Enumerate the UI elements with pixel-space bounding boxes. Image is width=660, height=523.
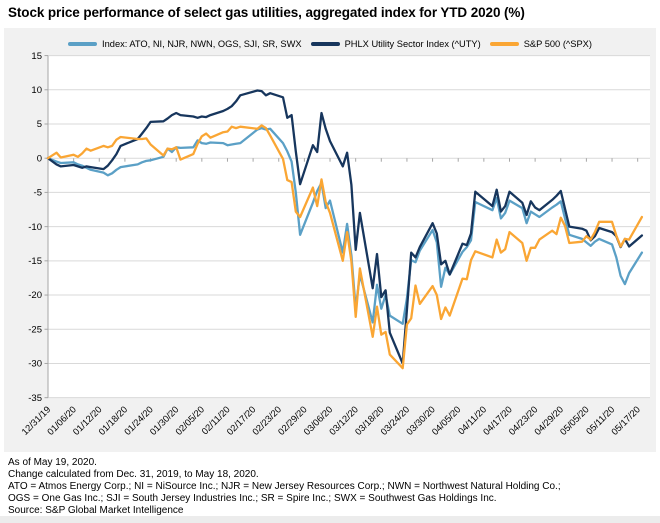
svg-text:-5: -5 [34,188,42,199]
footer-change-note: Change calculated from Dec. 31, 2019, to… [8,469,259,481]
legend-swatch-gas-index [68,42,98,46]
svg-text:05/17/20: 05/17/20 [609,404,642,437]
footer-source: Source: S&P Global Market Intelligence [8,505,184,517]
svg-text:-25: -25 [28,324,42,335]
svg-text:-30: -30 [28,359,42,370]
legend-item-gas-index: Index: ATO, NI, NJR, NWN, OGS, SJI, SR, … [68,39,302,49]
legend-item-uty: PHLX Utility Sector Index (^UTY) [310,39,481,49]
svg-text:-15: -15 [28,256,42,267]
legend-label-spx: S&P 500 (^SPX) [523,39,592,49]
footer-as-of: As of May 19, 2020. [8,457,97,468]
svg-text:0: 0 [37,153,42,164]
legend-item-spx: S&P 500 (^SPX) [489,39,592,49]
svg-text:-10: -10 [28,222,42,233]
bottom-edge-strip [0,516,660,523]
legend: Index: ATO, NI, NJR, NWN, OGS, SJI, SR, … [4,39,656,49]
legend-swatch-spx [489,42,519,46]
svg-text:-35: -35 [28,393,42,404]
footer-notes: As of May 19, 2020. Change calculated fr… [8,457,656,517]
legend-swatch-uty [310,42,340,46]
legend-label-gas-index: Index: ATO, NI, NJR, NWN, OGS, SJI, SR, … [102,39,302,49]
footer-ticker-key-1: ATO = Atmos Energy Corp.; NI = NiSource … [8,481,561,493]
svg-text:15: 15 [31,51,42,62]
svg-text:-20: -20 [28,290,42,301]
legend-label-uty: PHLX Utility Sector Index (^UTY) [344,39,481,49]
svg-text:10: 10 [31,85,42,96]
svg-text:5: 5 [37,119,42,130]
chart-title: Stock price performance of select gas ut… [8,5,525,20]
footer-ticker-key-2: OGS = One Gas Inc.; SJI = South Jersey I… [8,493,497,505]
